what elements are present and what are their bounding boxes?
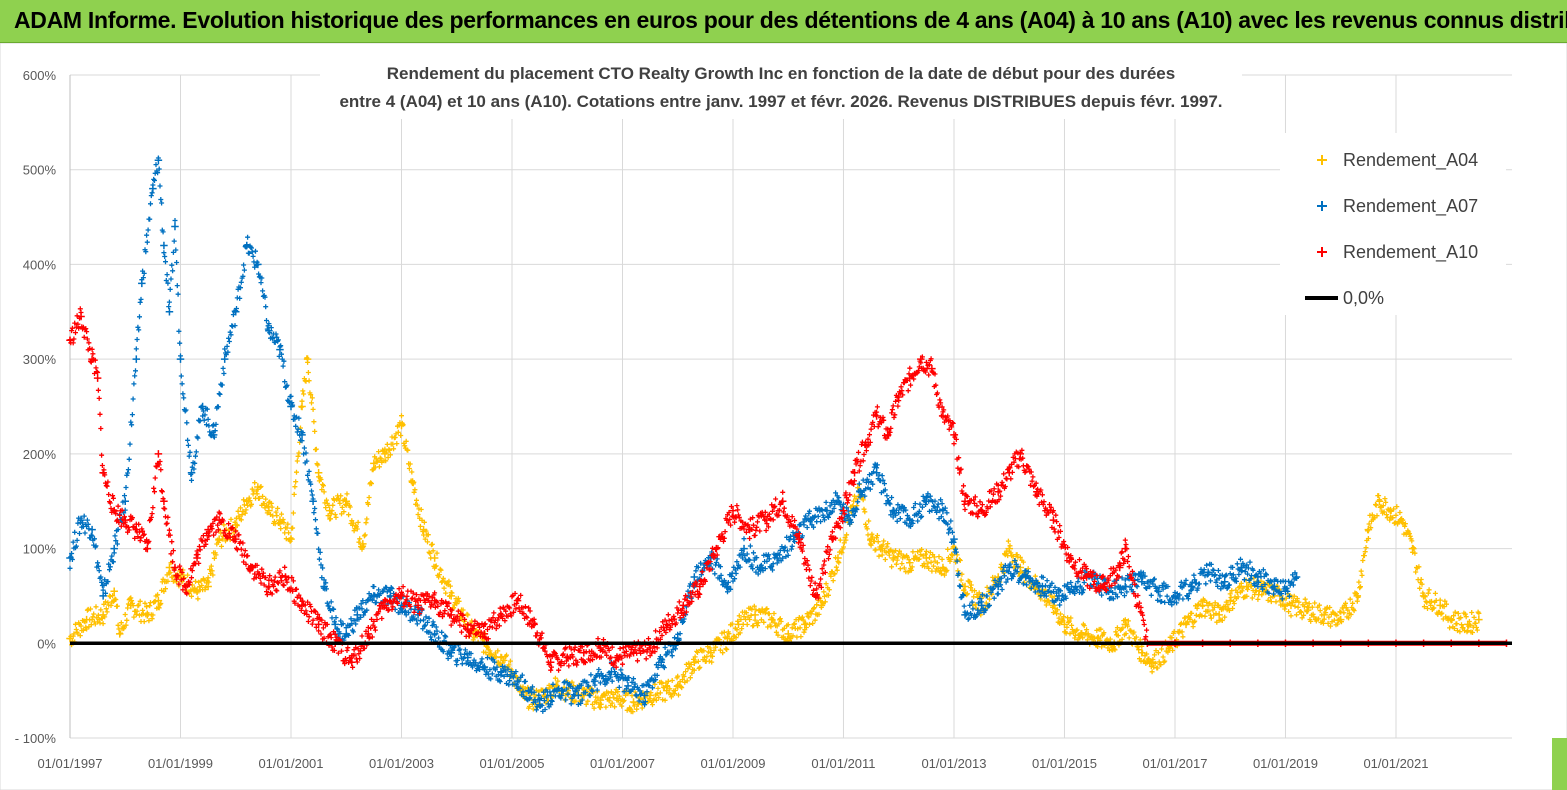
data-point [165, 308, 174, 316]
data-point [1049, 516, 1058, 524]
x-tick-label: 01/01/2009 [700, 756, 765, 771]
data-point [88, 525, 96, 534]
x-tick-label: 01/01/2017 [1142, 756, 1207, 771]
chart-title-line-2: entre 4 (A04) et 10 ans (A10). Cotations… [339, 92, 1222, 111]
data-point [801, 620, 809, 629]
legend-box [1280, 133, 1506, 315]
x-axis-ticks: 01/01/1997 01/01/1999 01/01/2001 01/01/2003… [37, 756, 1428, 771]
x-tick-label: 01/01/2001 [258, 756, 323, 771]
x-tick-label: 01/01/1999 [148, 756, 213, 771]
x-tick-label: 01/01/2021 [1363, 756, 1428, 771]
data-point [961, 497, 969, 505]
data-point [386, 592, 395, 600]
data-point [110, 587, 118, 595]
legend: Rendement_A04 Rendement_A07 Rendement_A10 0… [1280, 133, 1506, 315]
x-tick-label: 01/01/2003 [369, 756, 434, 771]
x-tick-label: 01/01/2005 [479, 756, 544, 771]
data-point-cloud [67, 155, 1299, 714]
legend-swatch-marker [1317, 201, 1327, 211]
x-tick-label: 01/01/2011 [811, 756, 875, 771]
data-point [132, 355, 141, 363]
legend-label: 0,0% [1343, 288, 1384, 308]
x-tick-label: 01/01/1997 [37, 756, 102, 771]
chart-title-line-1: Rendement du placement CTO Realty Growth… [387, 64, 1175, 83]
legend-swatch-marker [1317, 155, 1327, 165]
yield-chart: - 100% 0% 100% 200% 300% 400% 500% 600% 01/01/1… [0, 43, 1567, 790]
data-point [1215, 611, 1223, 619]
corner-decoration [1552, 738, 1567, 790]
y-tick-label: 0% [37, 636, 56, 651]
data-point [154, 450, 163, 458]
y-tick-label: 100% [23, 542, 57, 557]
legend-label: Rendement_A10 [1343, 242, 1478, 263]
y-tick-label: 600% [23, 68, 57, 83]
data-point [1060, 620, 1069, 629]
series-points [66, 155, 1512, 715]
data-point [696, 582, 704, 591]
y-tick-label: 400% [23, 257, 57, 272]
banner-title: ADAM Informe. Evolution historique des p… [14, 7, 1567, 33]
x-tick-label: 01/01/2015 [1032, 756, 1097, 771]
data-point [906, 559, 914, 567]
data-point [193, 554, 201, 562]
legend-label: Rendement_A07 [1343, 196, 1478, 217]
data-point [624, 682, 632, 690]
x-tick-label: 01/01/2019 [1253, 756, 1318, 771]
data-point [370, 459, 378, 468]
data-point [154, 596, 163, 605]
data-point [93, 374, 102, 382]
x-tick-label: 01/01/2007 [590, 756, 655, 771]
data-point [497, 653, 505, 662]
data-point [298, 402, 306, 411]
data-point [480, 630, 489, 638]
data-point [171, 222, 179, 231]
x-tick-label: 01/01/2013 [921, 756, 986, 771]
legend-label: Rendement_A04 [1343, 150, 1478, 171]
data-point [784, 630, 792, 638]
data-point [1475, 615, 1483, 624]
data-point [679, 601, 688, 610]
data-point [546, 691, 555, 700]
data-point [734, 620, 743, 629]
y-tick-label: 500% [23, 163, 57, 178]
data-point [640, 691, 649, 700]
y-axis-ticks: - 100% 0% 100% 200% 300% 400% 500% 600% [15, 68, 57, 746]
y-tick-label: 300% [23, 352, 57, 367]
report-banner: ADAM Informe. Evolution historique des p… [0, 0, 1567, 43]
series-Rendement_A07 [66, 155, 1301, 714]
y-tick-label: 200% [23, 447, 57, 462]
data-point [1220, 577, 1229, 586]
chart-title-box [320, 57, 1242, 119]
data-point [160, 241, 168, 250]
data-point [220, 355, 229, 363]
y-tick-label: - 100% [15, 731, 57, 746]
data-point [314, 620, 323, 629]
data-point [690, 573, 699, 581]
data-point [729, 506, 737, 515]
legend-swatch-marker [1317, 247, 1327, 257]
